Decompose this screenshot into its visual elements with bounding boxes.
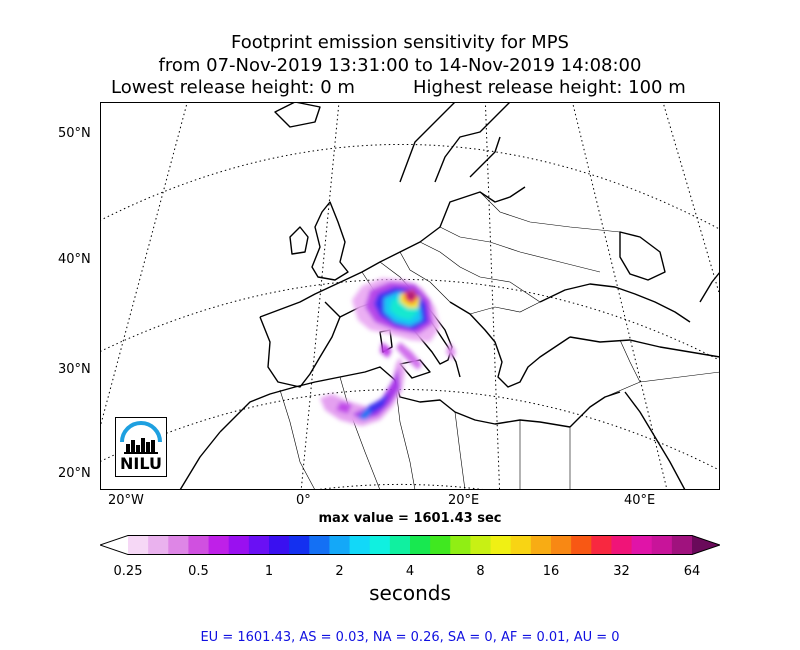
colorbar-extend-low (100, 535, 128, 555)
colorbar-cell (228, 535, 250, 555)
lon-label-0: 0° (296, 493, 311, 508)
colorbar-cell (631, 535, 653, 555)
colorbar-extend-high (692, 535, 720, 555)
colorbar-cell (410, 535, 431, 555)
nilu-logo-text: NILU (120, 454, 162, 473)
colorbar-cell (510, 535, 532, 555)
colorbar-tick-label: 8 (476, 564, 485, 579)
colorbar-cell (430, 535, 451, 555)
colorbar-cell (530, 535, 552, 555)
continent-totals: EU = 1601.43, AS = 0.03, NA = 0.26, SA =… (200, 630, 620, 645)
colorbar-tick-label: 4 (405, 564, 415, 579)
colorbar-tick-label: 0.5 (188, 564, 209, 579)
colorbar (100, 535, 720, 555)
lon-label-40e: 40°E (624, 493, 656, 508)
colorbar-cell (470, 535, 492, 555)
lat-label-20n: 20°N (58, 466, 91, 481)
plot-title-line2: from 07-Nov-2019 13:31:00 to 14-Nov-2019… (158, 55, 642, 76)
highest-release-height: Highest release height: 100 m (413, 77, 686, 98)
colorbar-cell (389, 535, 411, 555)
plot-title-line1: Footprint emission sensitivity for MPS (231, 32, 569, 53)
footprint-map (100, 102, 720, 490)
colorbar-cell (168, 535, 189, 555)
colorbar-cell (671, 535, 693, 555)
colorbar-tick-label: 2 (335, 564, 344, 579)
lat-label-40n: 40°N (58, 252, 91, 267)
colorbar-cell (188, 535, 210, 555)
colorbar-cell (571, 535, 592, 555)
nilu-logo-icon (120, 421, 162, 454)
colorbar-cell (289, 535, 310, 555)
lat-label-30n: 30°N (58, 362, 91, 377)
lowest-release-height: Lowest release height: 0 m (111, 77, 355, 98)
colorbar-unit-label: seconds (369, 581, 451, 605)
colorbar-cell (450, 535, 471, 555)
colorbar-cell (309, 535, 330, 555)
lon-label-20w: 20°W (108, 493, 144, 508)
colorbar-cell (490, 535, 512, 555)
colorbar-cell (329, 535, 351, 555)
colorbar-cell (591, 535, 612, 555)
lat-label-50n: 50°N (58, 126, 91, 141)
colorbar-cell (651, 535, 673, 555)
colorbar-cell (551, 535, 572, 555)
colorbar-tick-label: 64 (683, 564, 701, 579)
colorbar-tick-label: 0.25 (113, 564, 143, 579)
colorbar-cell (248, 535, 270, 555)
colorbar-cell (128, 535, 149, 555)
colorbar-tick-label: 32 (613, 564, 630, 579)
colorbar-cell (349, 535, 371, 555)
max-value-label: max value = 1601.43 sec (318, 511, 502, 526)
colorbar-tick-label: 1 (264, 564, 274, 579)
nilu-logo: NILU (115, 417, 167, 477)
colorbar-cell (269, 535, 290, 555)
lon-label-20e: 20°E (448, 493, 480, 508)
colorbar-tick-label: 16 (542, 564, 560, 579)
colorbar-cell (148, 535, 169, 555)
footprint-plume (320, 278, 456, 426)
colorbar-cell (611, 535, 633, 555)
colorbar-cell (369, 535, 391, 555)
colorbar-cell (208, 535, 230, 555)
country-borders (279, 191, 720, 490)
